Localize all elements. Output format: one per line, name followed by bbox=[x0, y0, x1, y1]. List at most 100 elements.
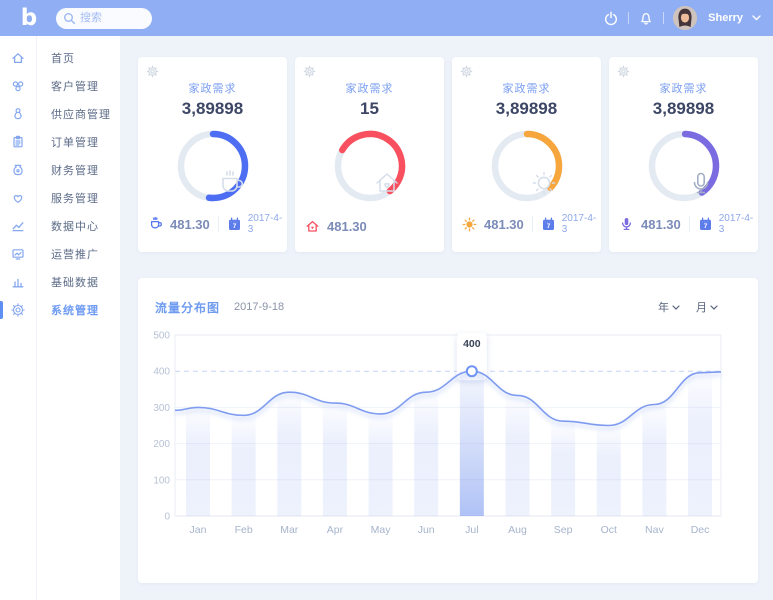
sidebar-item-7[interactable]: 数据中心 bbox=[0, 212, 120, 240]
system-icon bbox=[0, 302, 36, 318]
chart-date: 2017-9-18 bbox=[234, 301, 285, 313]
month-bar bbox=[505, 395, 530, 516]
stat-card-title: 家政需求 bbox=[345, 83, 394, 95]
svg-text:7: 7 bbox=[546, 223, 550, 230]
topbar-separator bbox=[663, 12, 665, 24]
donut-gauge bbox=[331, 127, 409, 205]
sidebar-item-4[interactable]: 订单管理 bbox=[0, 128, 120, 156]
trend-line bbox=[174, 370, 722, 427]
supplier-icon bbox=[0, 106, 36, 122]
chevron-down-icon[interactable] bbox=[752, 15, 761, 21]
user-name[interactable]: Sherry bbox=[708, 12, 743, 24]
sidebar-item-label: 数据中心 bbox=[51, 221, 99, 233]
stat-card-footer: 481.30 7 2017-4-3 bbox=[618, 213, 758, 235]
calendar-icon: 7 bbox=[227, 217, 242, 232]
chart-filters: 年 月 bbox=[658, 299, 718, 315]
svg-text:7: 7 bbox=[232, 223, 236, 230]
power-icon[interactable] bbox=[603, 10, 619, 26]
sidebar-item-label: 供应商管理 bbox=[51, 109, 111, 121]
month-bar bbox=[368, 413, 393, 516]
month-bar bbox=[596, 425, 621, 516]
home-heart-icon bbox=[304, 218, 321, 235]
stat-metric: 481.30 bbox=[327, 219, 367, 234]
month-bar bbox=[231, 415, 256, 516]
gear-icon[interactable] bbox=[303, 65, 316, 78]
calendar-icon: 7 bbox=[698, 217, 713, 232]
finance-icon bbox=[0, 162, 36, 178]
search-input[interactable] bbox=[56, 7, 152, 29]
service-icon bbox=[0, 190, 36, 206]
topbar: b Sherry bbox=[0, 0, 773, 36]
topbar-controls: Sherry bbox=[603, 6, 761, 30]
sidebar-item-label: 基础数据 bbox=[51, 277, 99, 289]
y-tick-label: 200 bbox=[153, 439, 170, 450]
stat-date: 2017-4-3 bbox=[718, 213, 754, 235]
chevron-down-icon bbox=[672, 304, 680, 310]
tooltip-value: 400 bbox=[463, 338, 481, 350]
sidebar-item-10[interactable]: 系统管理 bbox=[0, 296, 120, 324]
microphone-icon bbox=[618, 216, 635, 233]
month-bar bbox=[459, 371, 484, 516]
stat-card-footer: 481.30 bbox=[304, 218, 367, 235]
stat-card-3: 家政需求 3,89898 481.30 7 2017-4-3 bbox=[452, 57, 601, 252]
x-axis-label: Jul bbox=[465, 524, 478, 536]
calendar-icon: 7 bbox=[541, 217, 556, 232]
stat-date: 2017-4-3 bbox=[247, 213, 283, 235]
stat-card-4: 家政需求 3,89898 481.30 7 2017-4-3 bbox=[609, 57, 758, 252]
y-tick-label: 400 bbox=[153, 367, 170, 378]
x-axis-label: Oct bbox=[601, 524, 617, 536]
sidebar-item-label: 首页 bbox=[51, 53, 75, 65]
x-axis-label: Jun bbox=[418, 524, 435, 536]
customers-icon bbox=[0, 78, 36, 94]
chevron-down-icon bbox=[710, 304, 718, 310]
data-center-icon bbox=[0, 218, 36, 234]
topbar-separator bbox=[628, 12, 630, 24]
sidebar-item-label: 服务管理 bbox=[51, 193, 99, 205]
flow-distribution-chart: 0 100 200 300 400 500 400 Jan Feb Mar Apr May Jun Jul… bbox=[153, 331, 722, 536]
month-bar bbox=[551, 421, 576, 516]
svg-text:7: 7 bbox=[703, 223, 707, 230]
gear-icon[interactable] bbox=[617, 65, 630, 78]
month-bar bbox=[186, 407, 210, 516]
sidebar-item-5[interactable]: 财务管理 bbox=[0, 156, 120, 184]
stat-metric: 481.30 bbox=[484, 216, 524, 232]
y-tick-label: 100 bbox=[153, 475, 170, 486]
sidebar-item-9[interactable]: 基础数据 bbox=[0, 268, 120, 296]
chart-header: 流量分布图 2017-9-18 年 月 bbox=[138, 278, 758, 317]
sidebar-item-label: 系统管理 bbox=[51, 305, 99, 317]
sidebar-item-label: 财务管理 bbox=[51, 165, 99, 177]
stat-card-title: 家政需求 bbox=[188, 83, 237, 95]
filter-year[interactable]: 年 bbox=[658, 299, 680, 315]
x-axis-label: Aug bbox=[508, 524, 527, 536]
main-content: 家政需求 3,89898 481.30 7 2017-4-3 家政需求 15 bbox=[120, 36, 773, 600]
bell-icon[interactable] bbox=[638, 10, 654, 26]
user-avatar[interactable] bbox=[673, 6, 698, 30]
sidebar-item-6[interactable]: 服务管理 bbox=[0, 184, 120, 212]
sidebar-item-2[interactable]: 客户管理 bbox=[0, 72, 120, 100]
stat-card-footer: 481.30 7 2017-4-3 bbox=[147, 213, 287, 235]
stat-card-value: 3,89898 bbox=[181, 99, 244, 118]
stat-card-value: 3,89898 bbox=[495, 99, 558, 118]
gear-icon[interactable] bbox=[146, 65, 159, 78]
x-axis-label: Apr bbox=[327, 524, 344, 536]
x-axis-label: Sep bbox=[554, 524, 573, 536]
stat-card-2: 家政需求 15 481.30 bbox=[295, 57, 444, 252]
sun-icon bbox=[461, 216, 478, 233]
app-logo: b bbox=[20, 5, 38, 31]
sidebar-item-8[interactable]: 运营推广 bbox=[0, 240, 120, 268]
stat-card-1: 家政需求 3,89898 481.30 7 2017-4-3 bbox=[138, 57, 287, 252]
y-tick-label: 300 bbox=[153, 403, 170, 414]
stat-metric: 481.30 bbox=[170, 216, 210, 232]
filter-month[interactable]: 月 bbox=[696, 299, 718, 315]
donut-gauge bbox=[488, 127, 566, 205]
coffee-cup-icon bbox=[147, 216, 164, 233]
search-box bbox=[56, 7, 152, 29]
x-axis-label: Mar bbox=[280, 524, 299, 536]
sidebar-item-3[interactable]: 供应商管理 bbox=[0, 100, 120, 128]
sidebar-item-1[interactable]: 首页 bbox=[0, 44, 120, 72]
sidebar-item-label: 运营推广 bbox=[51, 249, 99, 261]
stat-date: 2017-4-3 bbox=[561, 213, 597, 235]
gear-icon[interactable] bbox=[460, 65, 473, 78]
x-axis-label: Jan bbox=[190, 524, 207, 536]
x-axis-label: Dec bbox=[691, 524, 710, 536]
